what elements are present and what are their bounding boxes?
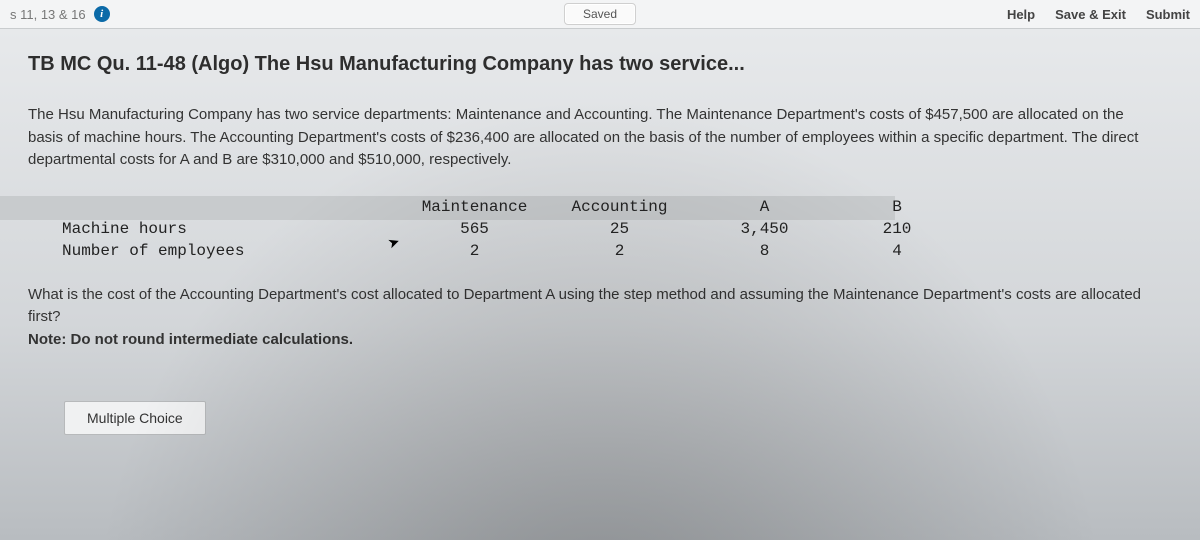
cell: 8 (692, 240, 837, 262)
table-row: Number of employees 2 2 8 4 (28, 240, 957, 262)
info-icon[interactable]: i (94, 6, 110, 22)
saved-status-area: Saved (564, 0, 636, 28)
help-button[interactable]: Help (1007, 7, 1035, 22)
cell: 210 (837, 218, 957, 240)
row-label: Number of employees (28, 240, 402, 262)
table-row: Machine hours 565 25 3,450 210 (28, 218, 957, 240)
cell: 4 (837, 240, 957, 262)
top-actions: Help Save & Exit Submit (1007, 7, 1190, 22)
top-bar: s 11, 13 & 16 i Saved Help Save & Exit S… (0, 0, 1200, 29)
breadcrumb-area: s 11, 13 & 16 i (10, 6, 110, 22)
saved-status: Saved (564, 3, 636, 25)
question-body: The Hsu Manufacturing Company has two se… (28, 104, 1148, 172)
cell: 3,450 (692, 218, 837, 240)
cell: 2 (402, 240, 547, 262)
table-header-blank (28, 196, 402, 218)
table-header-a: A (692, 196, 837, 218)
cell: 2 (547, 240, 692, 262)
submit-button[interactable]: Submit (1146, 7, 1190, 22)
table-header-row: Maintenance Accounting A B (28, 196, 957, 218)
cell: 565 (402, 218, 547, 240)
breadcrumb: s 11, 13 & 16 (10, 7, 86, 22)
question-content: TB MC Qu. 11-48 (Algo) The Hsu Manufactu… (0, 29, 1200, 445)
row-label: Machine hours (28, 218, 402, 240)
question-title: TB MC Qu. 11-48 (Algo) The Hsu Manufactu… (28, 53, 1172, 76)
table-header-b: B (837, 196, 957, 218)
save-exit-button[interactable]: Save & Exit (1055, 7, 1126, 22)
question-note: Note: Do not round intermediate calculat… (28, 331, 353, 348)
table-header-accounting: Accounting (547, 196, 692, 218)
data-table: Maintenance Accounting A B Machine hours… (28, 196, 957, 262)
multiple-choice-label: Multiple Choice (64, 401, 206, 435)
question-prompt: What is the cost of the Accounting Depar… (28, 286, 1141, 326)
question-prompt-area: What is the cost of the Accounting Depar… (28, 284, 1148, 352)
data-table-wrap: ➤ Maintenance Accounting A B Machine hou… (28, 196, 1172, 262)
cell: 25 (547, 218, 692, 240)
table-header-maintenance: Maintenance (402, 196, 547, 218)
